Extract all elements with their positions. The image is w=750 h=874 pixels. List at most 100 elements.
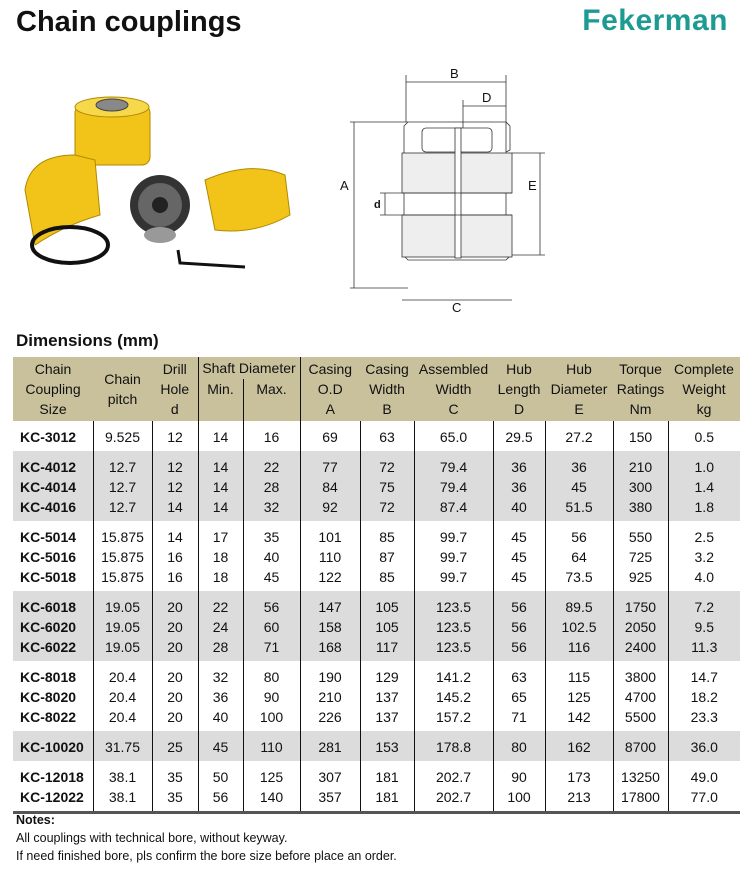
value-cell: 64 — [544, 547, 613, 567]
value-cell: 17 — [197, 521, 243, 547]
value-cell: 140 — [242, 787, 300, 814]
model-cell: KC-8018 — [20, 669, 77, 685]
value-cell: 20 — [151, 707, 198, 731]
value-cell: 77.0 — [667, 787, 740, 814]
table-row: KC-3012 9.525 12 14 16 69 63 65.0 29.5 27.2 150 0.5 — [13, 421, 740, 451]
value-cell: 73.5 — [544, 567, 613, 591]
value-cell: 12.7 — [92, 497, 152, 521]
model-cell: KC-5016 — [20, 549, 77, 565]
value-cell: 28 — [242, 477, 300, 497]
value-cell: 14 — [151, 521, 198, 547]
value-cell: 35 — [151, 761, 198, 787]
value-cell: 56 — [492, 591, 545, 617]
value-cell: 99.7 — [413, 567, 493, 591]
value-cell: 45 — [492, 521, 545, 547]
header-drill: Drill Hole d — [152, 357, 198, 421]
value-cell: 90 — [242, 687, 300, 707]
coupling-assembled-image — [74, 96, 151, 166]
model-cell: KC-6020 — [13, 617, 93, 637]
label-E: E — [528, 178, 537, 193]
value-cell: 137 — [359, 687, 414, 707]
header-hub-length: Hub Length D — [493, 357, 545, 421]
value-cell: 79.4 — [413, 477, 493, 497]
value-cell: 105 — [359, 617, 414, 637]
value-cell: 80 — [242, 661, 300, 687]
value-cell: 12 — [151, 451, 198, 477]
value-cell: 36.0 — [667, 731, 740, 761]
value-cell: 17800 — [612, 787, 668, 814]
model-cell: KC-6022 — [13, 637, 93, 661]
value-cell: 32 — [197, 661, 243, 687]
value-cell: 2400 — [612, 637, 668, 661]
table-row: KC-4016 12.7 14 14 32 92 72 87.4 40 51.5 380 1.8 — [13, 497, 740, 521]
header-width: Casing Width B — [360, 357, 414, 421]
value-cell: 15.875 — [92, 547, 152, 567]
value-cell: 19.05 — [92, 591, 152, 617]
value-cell: 925 — [612, 567, 668, 591]
table-row: KC-4012 12.7 12 14 22 77 72 79.4 36 36 210 1.0 — [13, 451, 740, 477]
value-cell: 100 — [492, 787, 545, 814]
table-row: KC-6022 19.05 20 28 71 168 117 123.5 56 116 2400 11… — [13, 637, 740, 661]
value-cell: 145.2 — [413, 687, 493, 707]
header-pitch: Chain pitch — [93, 357, 152, 421]
value-cell: 137 — [359, 707, 414, 731]
value-cell: 20 — [151, 661, 198, 687]
table-row: KC-12018 38.1 35 50 125 307 181 202.7 90 173 13250… — [13, 761, 740, 787]
model-cell: KC-12018 — [20, 769, 84, 785]
value-cell: 72 — [359, 497, 414, 521]
value-cell: 105 — [359, 591, 414, 617]
dimension-diagram: B D A E d C — [340, 66, 545, 315]
value-cell: 36 — [492, 451, 545, 477]
value-cell: 102.5 — [544, 617, 613, 637]
value-cell: 178.8 — [413, 731, 493, 761]
model-cell: KC-6018 — [13, 591, 93, 617]
hex-key-image — [176, 249, 246, 269]
value-cell: 14.7 — [667, 661, 740, 687]
value-cell: 38.1 — [92, 787, 152, 814]
value-cell: 210 — [612, 451, 668, 477]
value-cell: 12.7 — [92, 477, 152, 497]
product-photo — [24, 96, 291, 269]
value-cell: 85 — [359, 567, 414, 591]
value-cell: 45 — [492, 567, 545, 591]
value-cell: 15.875 — [92, 521, 152, 547]
value-cell: 16 — [151, 547, 198, 567]
dimensions-table: Chain Coupling Size Chain pitch Drill Hole d … — [13, 357, 740, 814]
value-cell: 101 — [299, 521, 360, 547]
value-cell: 123.5 — [413, 637, 493, 661]
value-cell: 87 — [359, 547, 414, 567]
value-cell: 12.7 — [92, 451, 152, 477]
value-cell: 190 — [299, 661, 360, 687]
value-cell: 49.0 — [667, 761, 740, 787]
value-cell: 117 — [359, 637, 414, 661]
value-cell: 15.875 — [92, 567, 152, 591]
value-cell: 36 — [492, 477, 545, 497]
value-cell: 115 — [544, 661, 613, 687]
value-cell: 300 — [612, 477, 668, 497]
value-cell: 8700 — [612, 731, 668, 761]
value-cell: 40 — [492, 497, 545, 521]
value-cell: 28 — [197, 637, 243, 661]
note-line: If need finished bore, pls confirm the b… — [16, 849, 397, 863]
value-cell: 5500 — [612, 707, 668, 731]
value-cell: 27.2 — [544, 421, 613, 451]
value-cell: 20 — [151, 637, 198, 661]
label-B: B — [450, 66, 459, 81]
value-cell: 307 — [299, 761, 360, 787]
value-cell: 158 — [299, 617, 360, 637]
value-cell: 210 — [299, 687, 360, 707]
value-cell: 79.4 — [413, 451, 493, 477]
value-cell: 1.8 — [667, 497, 740, 521]
value-cell: 150 — [612, 421, 668, 451]
value-cell: 50 — [197, 761, 243, 787]
table-row: KC-4014 12.7 12 14 28 84 75 79.4 36 45 300 1.4 — [13, 477, 740, 497]
header-size: Chain Coupling Size — [13, 357, 93, 421]
value-cell: 11.3 — [667, 637, 740, 661]
model-cell: KC-8022 — [20, 709, 77, 725]
casing-cover-image — [204, 168, 291, 232]
header-min: Min. — [197, 379, 243, 421]
value-cell: 3800 — [612, 661, 668, 687]
value-cell: 2.5 — [667, 521, 740, 547]
value-cell: 22 — [242, 451, 300, 477]
value-cell: 87.4 — [413, 497, 493, 521]
